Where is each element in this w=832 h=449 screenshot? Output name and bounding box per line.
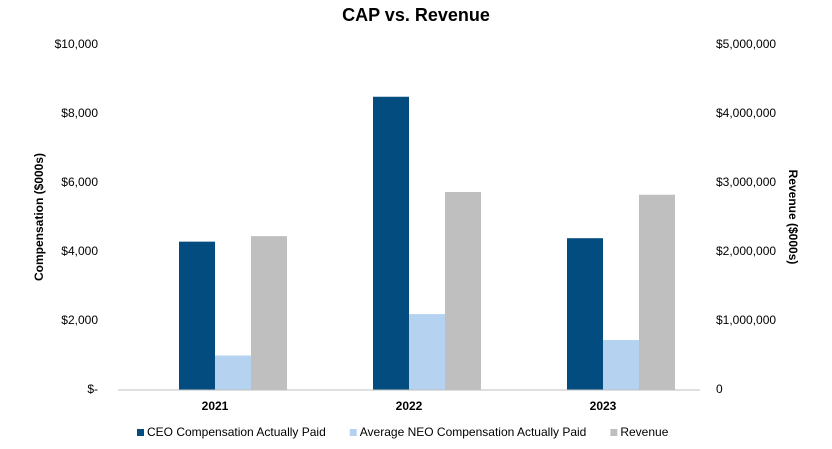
y2-tick-label: $3,000,000 [716, 175, 776, 189]
y-tick-label: $8,000 [61, 106, 98, 120]
bar [603, 339, 639, 390]
bar [639, 194, 675, 390]
x-tick-label: 2021 [202, 399, 229, 413]
y2-axis-title: Revenue ($000s) [786, 170, 800, 265]
legend-label: Revenue [620, 425, 668, 439]
y-tick-label: $2,000 [61, 313, 98, 327]
y2-tick-label: $1,000,000 [716, 313, 776, 327]
legend-swatch [349, 429, 357, 436]
bar [567, 238, 603, 390]
legend-swatch [610, 429, 618, 436]
legend-label: CEO Compensation Actually Paid [147, 425, 326, 439]
y2-tick-label: 0 [716, 382, 723, 396]
bar [409, 314, 445, 390]
x-tick-label: 2023 [590, 399, 617, 413]
y-tick-label: $6,000 [61, 175, 98, 189]
y2-tick-label: $4,000,000 [716, 106, 776, 120]
bar [373, 96, 409, 390]
legend-swatch [137, 429, 144, 436]
y2-tick-label: $5,000,000 [716, 37, 776, 51]
x-tick-label: 2022 [396, 399, 423, 413]
y-tick-label: $- [87, 382, 98, 396]
y-tick-label: $10,000 [55, 37, 99, 51]
bar [215, 355, 251, 390]
y-axis-title: Compensation ($000s) [32, 153, 46, 281]
bar [179, 241, 215, 390]
y2-tick-label: $2,000,000 [716, 244, 776, 258]
y-tick-label: $4,000 [61, 244, 98, 258]
bar [251, 236, 287, 390]
legend-label: Average NEO Compensation Actually Paid [360, 425, 587, 439]
chart-title: CAP vs. Revenue [342, 5, 490, 25]
bar [445, 191, 481, 390]
